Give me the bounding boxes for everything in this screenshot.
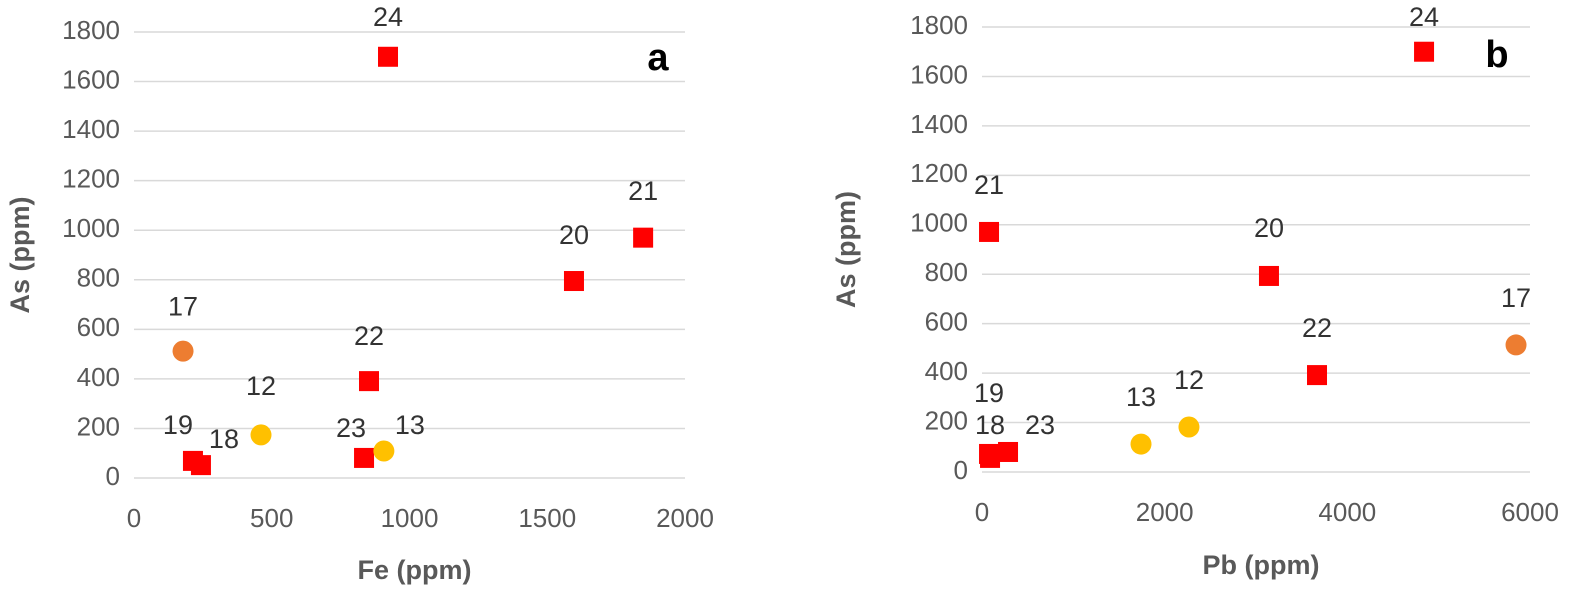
y-tick-label: 1400	[910, 109, 968, 139]
x-tick-label: 4000	[1318, 497, 1376, 527]
y-tick-label: 1000	[62, 213, 120, 243]
point	[1130, 433, 1152, 455]
point-label: 17	[1501, 283, 1531, 313]
point	[354, 447, 375, 468]
x-tick-label: 1000	[381, 503, 439, 533]
y-tick-label: 1600	[62, 64, 120, 94]
point	[359, 371, 380, 392]
y-tick-label: 1600	[910, 59, 968, 89]
x-tick-label: 2000	[656, 503, 714, 533]
point	[378, 46, 399, 67]
point-label: 20	[559, 220, 589, 250]
y-tick-label: 0	[106, 461, 120, 491]
point	[633, 227, 654, 248]
y-tick-label: 1800	[910, 10, 968, 40]
point	[373, 440, 395, 462]
point-label: 24	[373, 2, 403, 32]
point	[1414, 41, 1435, 62]
point	[1307, 365, 1328, 386]
y-axis-title: As (ppm)	[831, 191, 861, 308]
panel-label: b	[1485, 34, 1508, 76]
point-label: 21	[974, 170, 1004, 200]
x-tick-label: 2000	[1136, 497, 1194, 527]
point	[250, 424, 272, 446]
point-label: 22	[354, 321, 384, 351]
point-label: 19	[163, 410, 193, 440]
point-label: 12	[1174, 365, 1204, 395]
point-label: 23	[336, 413, 366, 443]
y-tick-label: 800	[77, 263, 120, 293]
x-tick-label: 0	[127, 503, 141, 533]
y-axis-title: As (ppm)	[5, 197, 35, 314]
point-label: 21	[628, 176, 658, 206]
x-tick-label: 0	[975, 497, 989, 527]
y-tick-label: 1800	[62, 15, 120, 45]
point-label: 20	[1254, 213, 1284, 243]
point	[1258, 265, 1279, 286]
point	[563, 271, 584, 292]
point-label: 18	[209, 424, 239, 454]
point-label: 13	[1126, 382, 1156, 412]
y-tick-label: 1400	[62, 114, 120, 144]
y-tick-label: 0	[954, 455, 968, 485]
x-axis-title: Pb (ppm)	[1203, 550, 1320, 580]
y-tick-label: 600	[77, 312, 120, 342]
point-label: 12	[246, 371, 276, 401]
y-tick-label: 200	[77, 411, 120, 441]
y-tick-label: 1200	[910, 158, 968, 188]
point	[172, 340, 194, 362]
y-tick-label: 400	[925, 356, 968, 386]
x-tick-label: 500	[250, 503, 293, 533]
point	[190, 455, 211, 476]
panel-label: a	[647, 37, 669, 79]
point	[979, 221, 1000, 242]
point-label: 17	[168, 291, 198, 321]
point	[998, 441, 1019, 462]
x-axis-title: Fe (ppm)	[358, 555, 472, 585]
point-label: 19	[974, 378, 1004, 408]
point-label: 24	[1409, 2, 1439, 32]
point-label: 23	[1025, 410, 1055, 440]
point	[1178, 416, 1200, 438]
y-tick-label: 1000	[910, 208, 968, 238]
x-tick-label: 1500	[518, 503, 576, 533]
point-label: 13	[395, 410, 425, 440]
x-tick-label: 6000	[1501, 497, 1559, 527]
point-label: 18	[975, 410, 1005, 440]
y-tick-label: 600	[925, 307, 968, 337]
y-tick-label: 400	[77, 362, 120, 392]
point	[980, 447, 1001, 468]
y-tick-label: 800	[925, 257, 968, 287]
point-label: 22	[1302, 313, 1332, 343]
y-tick-label: 1200	[62, 164, 120, 194]
point	[1505, 334, 1527, 356]
y-tick-label: 200	[925, 405, 968, 435]
